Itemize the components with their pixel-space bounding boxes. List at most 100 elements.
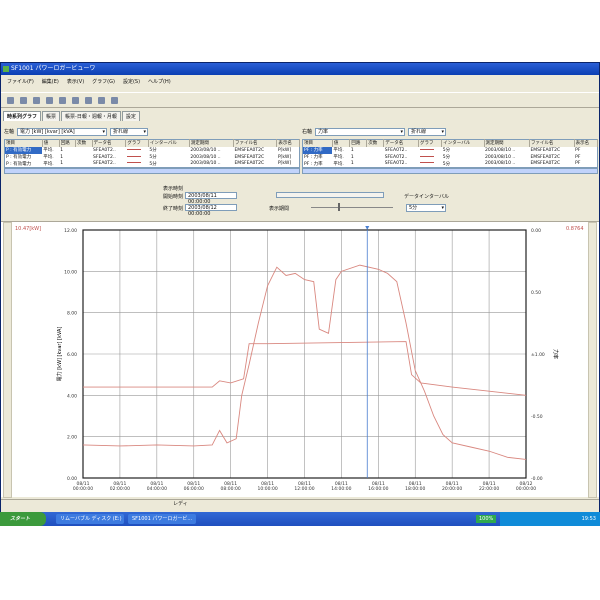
right-axis-label: 右軸 [302,129,313,135]
column-header[interactable]: 測定期間 [484,139,530,147]
menu-settings[interactable]: 設定(S) [122,79,141,85]
table-row[interactable]: P : 有効電力 平均. 1 SFEA0T2.. 5分 2003/08/10 .. EMSF… [5,161,300,168]
clock: 19:53 [581,516,596,522]
right-axis-select[interactable]: 力率 [315,127,406,136]
column-header[interactable]: 表示名 [276,139,300,147]
column-header[interactable]: 項目 [302,139,333,147]
x-tick-label: 08/12 00:00:00 [516,481,536,492]
menu-edit[interactable]: 編集(E) [41,79,59,85]
right-scrollbar[interactable] [588,222,597,498]
right-table-scrollbar[interactable] [302,168,598,174]
start-time-input[interactable]: 2003/08/11 00:00:00 [185,192,237,205]
paste-icon[interactable] [59,97,66,104]
column-header[interactable]: 値 [332,139,351,147]
table-row[interactable]: PF : 力率 平均. 1 SFEA0T2.. 5分 2003/08/10 .. EMSFE… [303,154,598,161]
table-cell: P[kW] [277,161,292,167]
column-header[interactable]: 回路 [59,139,77,147]
column-header[interactable]: 測定期間 [189,139,234,147]
column-header[interactable]: データ名 [383,139,420,147]
y2-tick-label: 0.50 [531,290,541,296]
x-tick-label: 08/11 04:00:00 [147,481,167,492]
save-icon[interactable] [33,97,40,104]
y-tick-label: 2.00 [67,435,77,441]
left-readout: 10.47[kW] [15,226,42,232]
preview-icon[interactable] [85,97,92,104]
time-scrollbar[interactable] [276,192,384,198]
task-removable-disk[interactable]: リムーバブル ディスク (E:) [56,514,124,524]
start-button[interactable]: スタート [0,512,46,526]
column-header[interactable]: 表示名 [574,139,599,147]
table-row[interactable]: PF : 力率 平均. 1 SFEA0T2.. 5分 2003/08/10 .. EMSFE… [302,146,598,154]
app-window: SF1001 パワーロガービューワ ファイル(F) 編集(E) 表示(V) グラ… [0,62,600,526]
data-interval-label: データインターバル [404,194,449,200]
print-icon[interactable] [72,97,79,104]
right-axis-pane: 右軸 力率 折れ線 項目値回路次数データ名グラフインターバル測定期間ファイル名表… [302,127,599,174]
table-cell: P : 有効電力 [6,155,32,160]
copy-icon[interactable] [46,97,53,104]
task-sf1001[interactable]: SF1001 パワーロガービ... [128,514,196,524]
tab-settings[interactable]: 設定 [121,111,140,121]
tab-timeseries[interactable]: 時系列グラフ [3,111,42,121]
x-tick-label: 08/11 20:00:00 [442,481,462,492]
left-graph-type-select[interactable]: 折れ線 [110,127,149,136]
table-cell: EMSFEA0T2C [530,161,561,167]
table-cell: SFEA0T2.. [384,147,408,153]
left-scrollbar[interactable] [3,222,12,498]
table-cell: 2003/08/10 .. [485,154,516,160]
system-tray: 19:53 [500,512,600,526]
y-tick-label: 10.00 [64,269,77,275]
y2-axis-label: 力率 [552,349,559,359]
column-header[interactable]: 回路 [349,139,368,147]
y2-tick-label: -0.00 [531,476,543,482]
column-header[interactable]: 次数 [366,139,385,147]
x-tick-label: 08/11 12:00:00 [294,481,314,492]
column-header[interactable]: 値 [42,139,60,147]
line-chart[interactable]: 08/11 00:00:00 08/11 02:00:00 08/11 04:00:00 0… [1,222,599,498]
table-cell: PF [575,161,581,167]
table-row[interactable]: P : 有効電力 平均. 1 SFEA0T2.. 5分 2003/08/10 .. EMSF… [4,146,300,154]
table-cell: 平均. [333,148,344,153]
table-cell [76,154,92,161]
end-time-input[interactable]: 2003/08/12 00:00:00 [185,204,237,217]
tab-report-periodic[interactable]: 帳票-日報・週報・月報 [61,111,121,121]
right-graph-type-select[interactable]: 折れ線 [408,127,447,136]
table-cell: EMSFEA0T2C [234,147,265,153]
left-table-scrollbar[interactable] [4,168,300,174]
menu-file[interactable]: ファイル(F) [7,79,34,85]
menu-graph[interactable]: グラフ(G) [92,79,115,85]
column-header[interactable]: インターバル [441,139,485,147]
menu-view[interactable]: 表示(V) [66,79,85,85]
cursor-marker-icon [365,226,370,230]
table-cell: 平均. [43,155,54,160]
column-header[interactable]: 項目 [4,139,43,147]
data-interval-select[interactable]: 5分 [406,204,446,212]
column-header[interactable]: データ名 [92,139,127,147]
table-cell: PF : 力率 [304,155,323,160]
table-row[interactable]: PF : 力率 平均. 1 SFEA0T2.. 5分 2003/08/10 .. EMSFE… [303,161,598,168]
column-header[interactable]: 次数 [75,139,93,147]
series-line-swatch [419,154,442,161]
menu-help[interactable]: ヘルプ(H) [148,79,171,85]
graph-icon[interactable] [111,97,118,104]
table-cell: 2003/08/10 .. [485,161,516,167]
tab-report[interactable]: 帳票 [42,111,61,121]
cursor-icon[interactable] [98,97,105,104]
period-slider[interactable] [311,207,393,208]
table-cell: PF : 力率 [304,161,323,167]
table-cell: SFEA0T2.. [93,161,116,167]
column-header[interactable]: インターバル [148,139,190,147]
column-header[interactable]: グラフ [125,139,149,147]
column-header[interactable]: ファイル名 [233,139,278,147]
table-cell: 2003/08/10 .. [190,147,221,153]
period-slider-thumb[interactable] [338,203,340,211]
column-header[interactable]: ファイル名 [529,139,575,147]
series-line-swatch [419,147,442,154]
table-cell [367,161,384,168]
left-axis-select[interactable]: 電力 [kW] [kvar] [kVA] [17,127,108,136]
open-icon[interactable] [7,97,14,104]
table-row[interactable]: P : 有効電力 平均. 1 SFEA0T2.. 5分 2003/08/10 .. EMSF… [5,154,300,161]
folder-icon[interactable] [20,97,27,104]
end-time-label: 終了時刻 [163,206,184,212]
table-cell: PF [575,154,581,160]
column-header[interactable]: グラフ [418,139,443,147]
